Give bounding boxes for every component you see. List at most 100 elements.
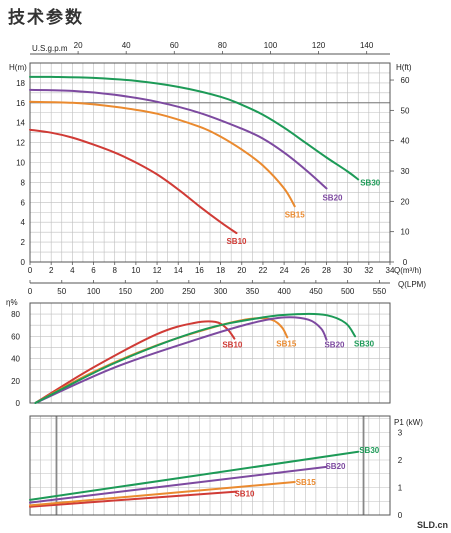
- eff-frame: [29, 302, 391, 404]
- q-tick: 0: [28, 266, 33, 275]
- q-tick: 30: [343, 266, 352, 275]
- head-y-unit: H(m): [9, 63, 27, 72]
- eff-y-tick: 80: [11, 310, 20, 319]
- head-y-tick: 4: [21, 218, 26, 227]
- head-label-sb30: SB30: [360, 178, 381, 187]
- pow-y-tick: 1: [398, 484, 403, 493]
- q-tick: 26: [301, 266, 310, 275]
- pow-curve-sb30: [29, 450, 360, 501]
- head-grid: [29, 62, 391, 263]
- eff-label-sb30: SB30: [354, 339, 375, 348]
- q-tick: 22: [258, 266, 267, 275]
- lpm-tick: 350: [246, 287, 260, 296]
- watermark: SLD.cn: [416, 520, 448, 530]
- head-label-sb20: SB20: [322, 193, 343, 202]
- ft-tick: 40: [401, 137, 410, 146]
- pow-label-sb10: SB10: [234, 490, 255, 499]
- lpm-tick: 50: [57, 287, 66, 296]
- efficiency-grid: [29, 302, 391, 404]
- head-y-tick: 12: [16, 139, 25, 148]
- gpm-tick: 60: [170, 41, 179, 50]
- gpm-tick: 80: [218, 41, 227, 50]
- pow-curve-sb15: [29, 481, 296, 507]
- gpm-unit: U.S.g.p.m: [32, 44, 68, 53]
- ft-tick: 60: [401, 76, 410, 85]
- eff-curve-sb20: [34, 316, 328, 404]
- q-tick: 6: [91, 266, 96, 275]
- ft-tick: 0: [403, 258, 408, 267]
- eff-label-sb15: SB15: [276, 339, 297, 348]
- lpm-tick: 0: [28, 287, 33, 296]
- head-label-sb15: SB15: [285, 210, 306, 219]
- ft-tick: 20: [401, 197, 410, 206]
- lpm-tick: 250: [182, 287, 196, 296]
- pow-label-sb20: SB20: [325, 462, 346, 471]
- head-curve-sb10: [29, 128, 238, 235]
- head-label-sb10: SB10: [226, 237, 247, 246]
- gpm-tick: 140: [360, 41, 374, 50]
- pow-y-tick: 2: [398, 456, 403, 465]
- head-curve-sb30: [29, 75, 360, 181]
- q-tick: 34: [386, 266, 395, 275]
- eff-curve-sb10: [34, 320, 236, 404]
- head-y-tick: 10: [16, 159, 25, 168]
- ft-tick: 50: [401, 106, 410, 115]
- q-unit: Q(m³/h): [394, 266, 422, 275]
- lpm-tick: 400: [277, 287, 291, 296]
- ft-tick: 10: [401, 228, 410, 237]
- pow-y-unit: P1 (kW): [394, 418, 423, 427]
- lpm-tick: 300: [214, 287, 228, 296]
- gpm-tick: 100: [264, 41, 278, 50]
- q-tick: 16: [195, 266, 204, 275]
- lpm-tick: 150: [119, 287, 133, 296]
- pow-frame: [29, 415, 391, 516]
- pow-curve-sb10: [29, 490, 238, 508]
- eff-label-sb20: SB20: [324, 341, 345, 350]
- q-tick: 2: [49, 266, 54, 275]
- head-y-tick: 8: [21, 178, 26, 187]
- q-tick: 8: [112, 266, 117, 275]
- q-tick: 24: [280, 266, 289, 275]
- pow-y-tick: 0: [398, 511, 403, 520]
- head-curve-sb15: [29, 100, 296, 208]
- eff-y-tick: 60: [11, 332, 20, 341]
- head-y-tick: 6: [21, 198, 26, 207]
- eff-y-unit: η%: [6, 298, 18, 307]
- ft-tick: 30: [401, 167, 410, 176]
- pow-y-tick: 3: [398, 429, 403, 438]
- head-y-tick: 0: [21, 258, 26, 267]
- head-curve-sb20: [29, 88, 328, 190]
- q-tick: 14: [174, 266, 183, 275]
- head-frame: [29, 62, 391, 263]
- gpm-tick: 20: [74, 41, 83, 50]
- eff-label-sb10: SB10: [222, 341, 243, 350]
- pow-label-sb15: SB15: [296, 478, 317, 487]
- pow-label-sb30: SB30: [359, 446, 380, 455]
- pow-curve-sb20: [29, 465, 328, 504]
- page-title: 技术参数: [8, 8, 84, 28]
- head-y-tick: 2: [21, 238, 26, 247]
- lpm-tick: 500: [341, 287, 355, 296]
- eff-y-tick: 40: [11, 355, 20, 364]
- q-tick: 18: [216, 266, 225, 275]
- q-tick: 4: [70, 266, 75, 275]
- lpm-tick: 100: [87, 287, 101, 296]
- curves: [29, 75, 360, 508]
- head-y-tick: 16: [16, 99, 25, 108]
- eff-y-tick: 0: [16, 399, 21, 408]
- lpm-tick: 550: [373, 287, 387, 296]
- head-y-tick: 18: [16, 79, 25, 88]
- q-tick: 32: [364, 266, 373, 275]
- q-tick: 28: [322, 266, 331, 275]
- q-tick: 12: [153, 266, 162, 275]
- eff-y-tick: 20: [11, 377, 20, 386]
- gpm-tick: 120: [312, 41, 326, 50]
- head-y-tick: 14: [16, 119, 25, 128]
- q-tick: 20: [237, 266, 246, 275]
- series-labels: SB10 SB15 SB20 SB30 SB10 SB15 SB20 SB30 SB10 SB15…: [222, 178, 380, 498]
- q-tick: 10: [131, 266, 140, 275]
- lpm-tick: 450: [309, 287, 323, 296]
- head-y-right-unit: H(ft): [396, 63, 412, 72]
